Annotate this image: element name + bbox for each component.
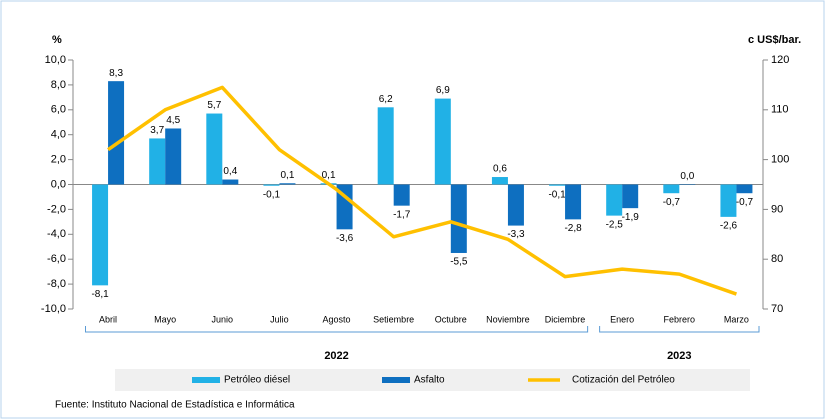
group-bracket: [85, 326, 589, 333]
legend-label: Petróleo diésel: [224, 375, 290, 386]
source: Fuente: Instituto Nacional de Estadístic…: [55, 400, 295, 411]
x-tick-label: Noviembre: [486, 314, 530, 324]
bar-value-label: 0,6: [493, 164, 507, 175]
bar-value-label: -5,5: [450, 257, 468, 268]
x-tick-label: Febrero: [664, 314, 696, 324]
bar: [165, 128, 182, 185]
bar-value-label: 4,5: [166, 115, 180, 126]
y-tick-label: 0,0: [51, 178, 66, 190]
legend-swatch: [382, 377, 410, 383]
bar: [149, 138, 166, 185]
bar: [393, 184, 410, 206]
y-tick-label: 8,0: [51, 79, 66, 91]
x-tick-label: Setiembre: [373, 314, 414, 324]
bar: [279, 183, 296, 185]
y2-tick-label: 80: [771, 253, 783, 265]
bar: [736, 184, 753, 194]
bar-value-label: 0,1: [322, 170, 336, 181]
bar: [606, 184, 623, 216]
legend-band: [115, 369, 750, 391]
bar-value-label: 6,2: [379, 94, 393, 105]
bar: [679, 184, 696, 185]
x-tick-label: Junio: [212, 314, 234, 324]
bar-value-label: -2,5: [606, 219, 624, 230]
y-tick-label: -4,0: [47, 228, 66, 240]
bar: [507, 184, 524, 226]
bar: [720, 184, 737, 217]
group-label: 2023: [667, 350, 691, 362]
bar-value-label: 5,7: [207, 100, 221, 111]
y-tick-label: 4,0: [51, 129, 66, 141]
bar-value-label: 0,1: [280, 170, 294, 181]
line: [107, 85, 738, 296]
y2-axis-label: c US$/bar.: [748, 34, 801, 46]
group-label: 2022: [324, 350, 348, 362]
bar-value-label: -0,1: [548, 189, 566, 200]
bar: [491, 177, 508, 185]
bar: [565, 184, 582, 220]
legend-label: Cotización del Petróleo: [572, 375, 675, 386]
bar-value-label: 0,0: [680, 171, 694, 182]
y-tick-label: -2,0: [47, 203, 66, 215]
bar: [336, 184, 353, 230]
bar: [222, 179, 239, 185]
x-tick-label: Mayo: [154, 314, 176, 324]
y-tick-label: 10,0: [45, 54, 66, 66]
y2-tick-label: 70: [771, 303, 783, 315]
bar: [377, 107, 394, 185]
bar-value-label: -0,7: [663, 197, 681, 208]
bar-value-label: -3,3: [507, 229, 525, 240]
x-tick-label: Agosto: [323, 314, 351, 324]
bar-value-label: 0,4: [223, 166, 237, 177]
y-tick-label: -10,0: [41, 303, 66, 315]
legend-swatch: [192, 377, 220, 383]
y2-tick-label: 90: [771, 203, 783, 215]
bar: [622, 184, 639, 209]
bar: [92, 184, 109, 286]
bar-value-label: -0,1: [263, 189, 281, 200]
bar: [206, 113, 223, 185]
bar-value-label: -3,6: [336, 233, 354, 244]
bar-value-label: 6,9: [436, 85, 450, 96]
x-tick-label: Julio: [270, 314, 289, 324]
bar-value-label: -1,7: [393, 209, 411, 220]
bar: [549, 184, 566, 186]
y-tick-label: 6,0: [51, 104, 66, 116]
bar: [663, 184, 680, 194]
bar-value-label: -1,9: [622, 212, 640, 223]
x-tick-label: Abril: [99, 314, 117, 324]
bar: [263, 184, 280, 186]
bar: [450, 184, 467, 253]
x-tick-label: Marzo: [724, 314, 749, 324]
group-bracket: [599, 326, 760, 333]
bar: [434, 98, 451, 185]
bar-value-label: -8,1: [91, 289, 109, 300]
y-tick-label: 2,0: [51, 154, 66, 166]
y2-tick-label: 100: [771, 154, 789, 166]
x-tick-label: Enero: [610, 314, 634, 324]
bar-value-label: -0,7: [736, 197, 754, 208]
bar-value-label: -2,8: [564, 223, 582, 234]
x-tick-label: Diciembre: [545, 314, 586, 324]
y-tick-label: -6,0: [47, 253, 66, 265]
bar-value-label: 8,3: [109, 68, 123, 79]
y2-tick-label: 120: [771, 54, 789, 66]
y2-tick-label: 110: [771, 104, 789, 116]
bar: [108, 81, 125, 185]
legend-label: Asfalto: [414, 375, 445, 386]
bar-value-label: -2,6: [720, 221, 738, 232]
bar-value-label: 3,7: [150, 125, 164, 136]
y-axis-label: %: [52, 34, 62, 46]
x-tick-label: Octubre: [435, 314, 467, 324]
y-tick-label: -8,0: [47, 278, 66, 290]
